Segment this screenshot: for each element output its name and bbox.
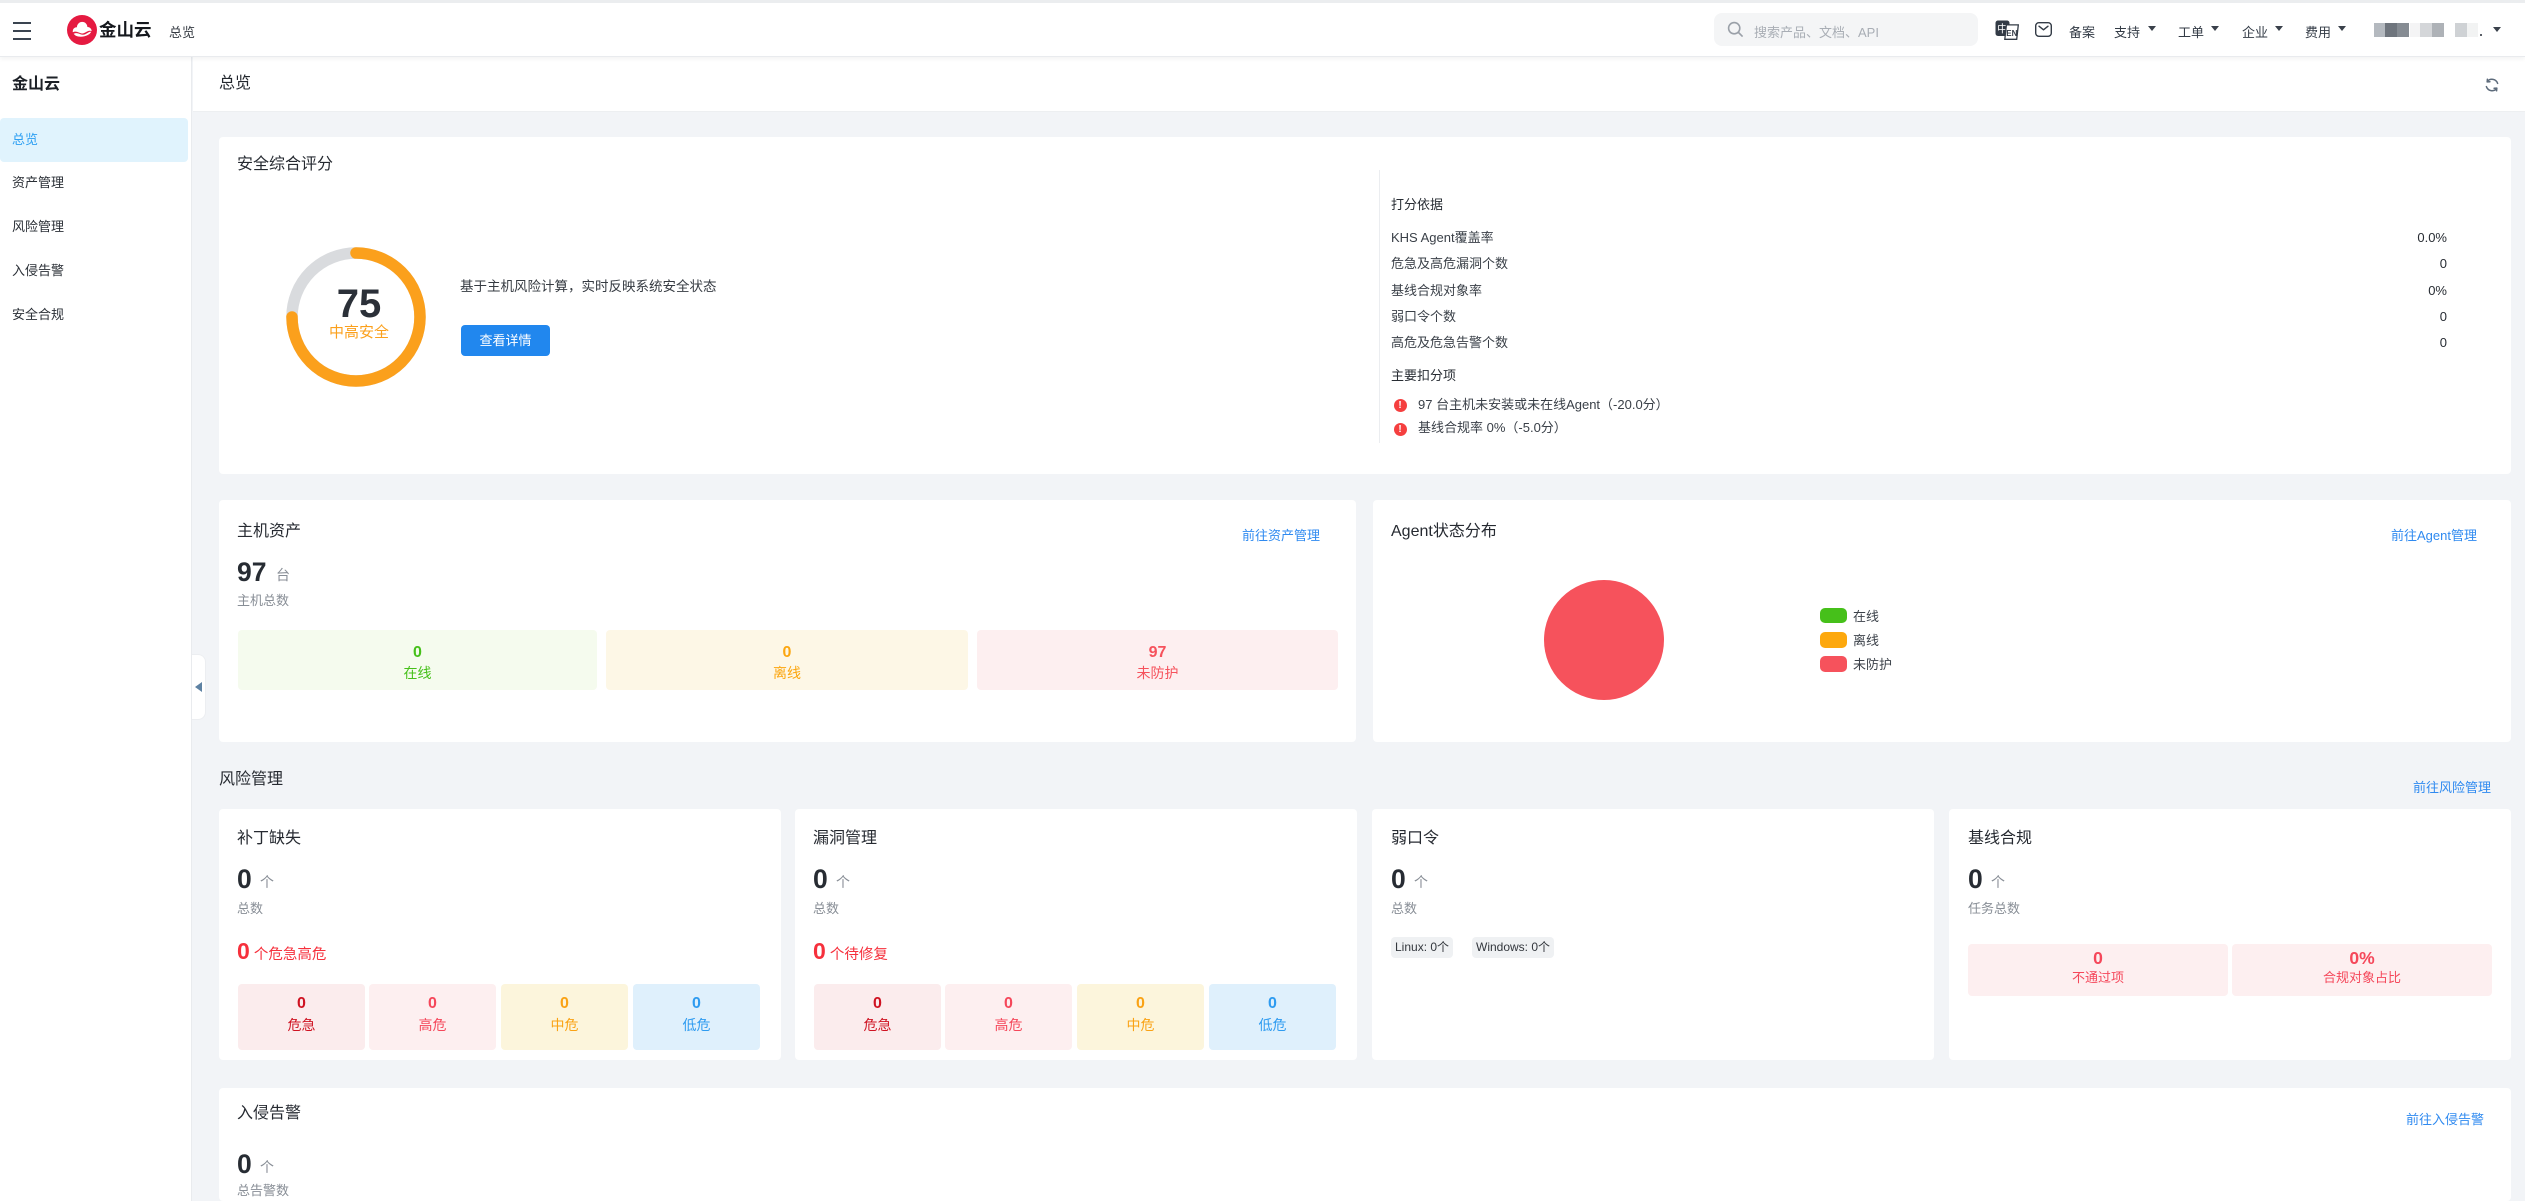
svg-text:EN: EN <box>2006 29 2017 38</box>
svg-text:中: 中 <box>1997 21 2008 36</box>
